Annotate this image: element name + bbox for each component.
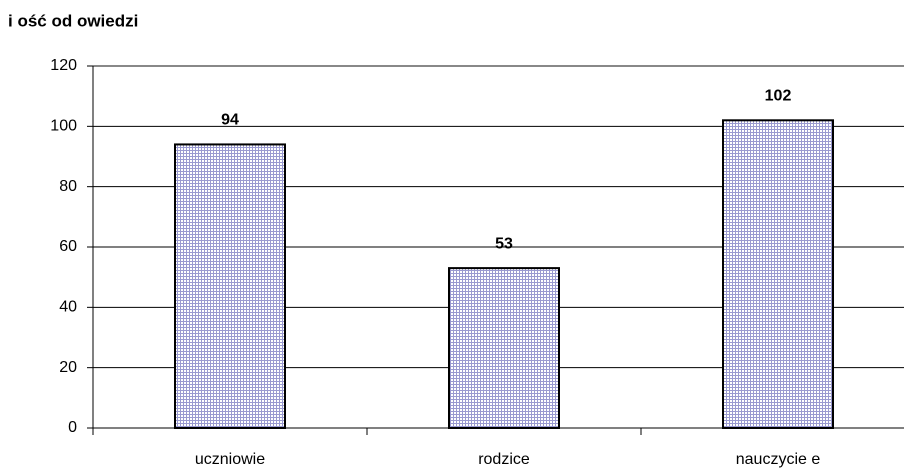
value-label: 53: [495, 235, 513, 252]
y-tick-label: 40: [59, 299, 77, 316]
x-tick-label: nauczycie e: [736, 451, 821, 468]
value-label: 102: [765, 88, 792, 105]
value-label: 94: [221, 112, 239, 129]
x-tick-label: uczniowie: [195, 451, 265, 468]
y-tick-label: 20: [59, 359, 77, 376]
bar: [174, 143, 286, 430]
y-tick-label: 100: [50, 118, 77, 135]
bar: [722, 119, 834, 430]
y-tick-label: 60: [59, 238, 77, 255]
y-tick-label: 120: [50, 57, 77, 74]
chart-title: i ość od owiedzi: [8, 11, 138, 30]
y-tick-label: 80: [59, 178, 77, 195]
bar: [448, 267, 560, 429]
y-tick-label: 0: [68, 419, 77, 436]
x-tick-label: rodzice: [478, 451, 530, 468]
